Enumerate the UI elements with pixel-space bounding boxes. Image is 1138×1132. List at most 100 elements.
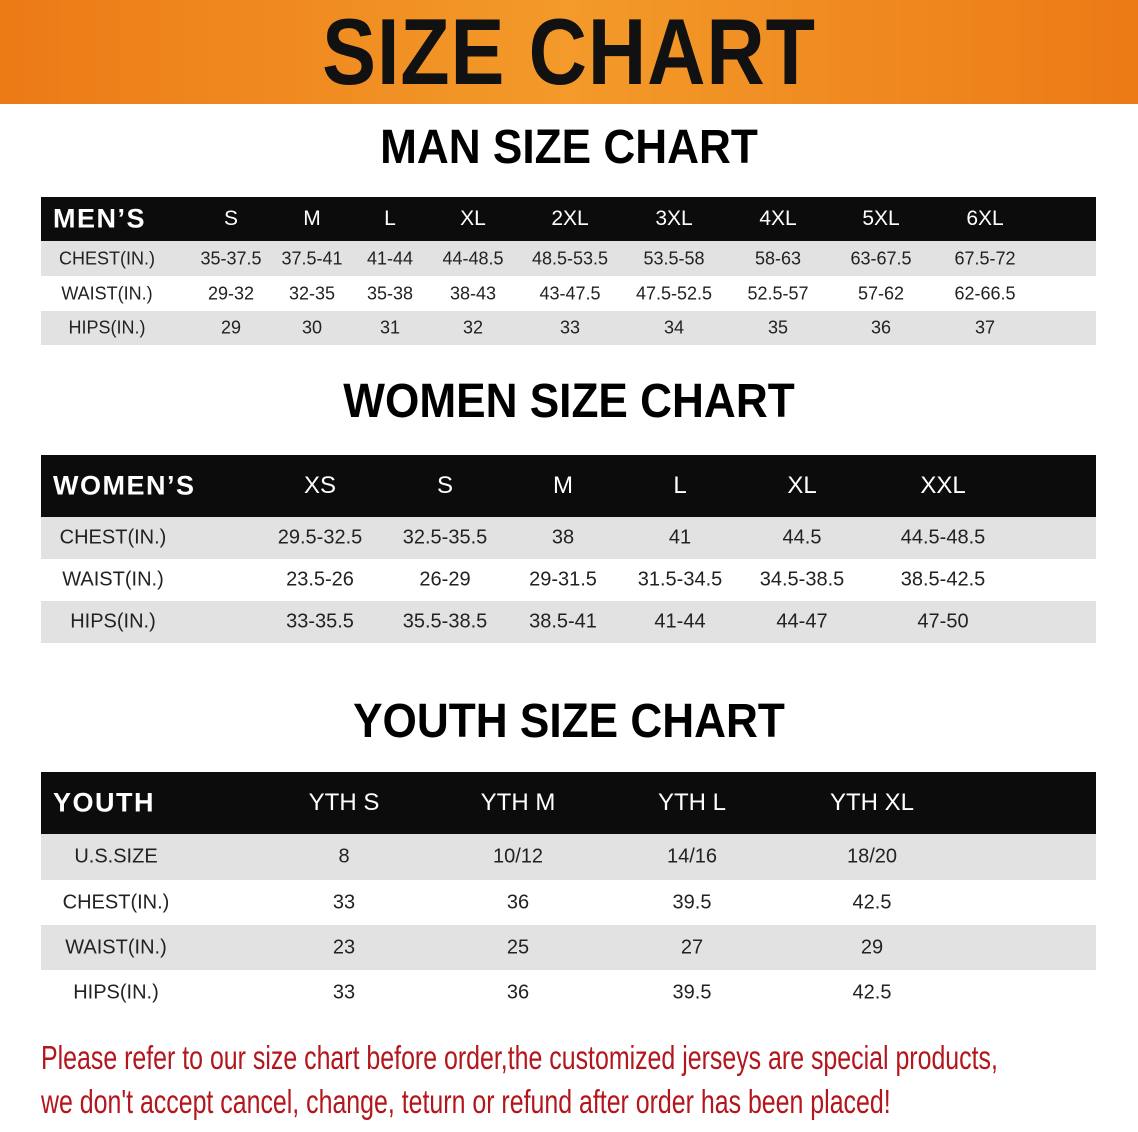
size-header: M (303, 207, 321, 230)
measurement-label: WAIST(IN.) (65, 936, 167, 958)
measurement-value: 42.5 (852, 891, 892, 913)
measurement-label: CHEST(IN.) (62, 891, 170, 913)
youth-size-table: YOUTH YTH S YTH M YTH L YTH XL U.S.SIZE 8 10/12… (41, 772, 1096, 1015)
size-header: XL (787, 472, 817, 499)
measurement-value: 41 (668, 526, 692, 549)
table-row: WAIST(IN.) 23.5-26 26-29 29-31.5 31.5-34.5 34… (41, 559, 1096, 601)
measurement-value: 36 (870, 317, 892, 338)
table-row: HIPS(IN.) 29 30 31 32 33 34 35 36 37 (41, 311, 1096, 345)
size-header: 6XL (966, 207, 1004, 230)
table-row: WAIST(IN.) 23 25 27 29 (41, 925, 1096, 970)
measurement-value: 48.5-53.5 (531, 248, 609, 268)
size-header: 4XL (759, 207, 797, 230)
measurement-value: 58-63 (754, 248, 802, 268)
measurement-value: 47-50 (917, 610, 969, 633)
youth-table-label: YOUTH (53, 787, 155, 818)
women-section-title: WOMEN SIZE CHART (343, 375, 795, 428)
measurement-value: 27 (680, 936, 704, 958)
measurement-value: 31.5-34.5 (637, 568, 723, 591)
title-banner: SIZE CHART (0, 0, 1138, 104)
measurement-value: 29-31.5 (529, 568, 597, 591)
size-header: 2XL (551, 207, 589, 230)
table-row: HIPS(IN.) 33 36 39.5 42.5 (41, 970, 1096, 1015)
measurement-value: 35.5-38.5 (402, 610, 488, 633)
measurement-value: 14/16 (666, 845, 718, 868)
size-header: XS (303, 472, 337, 499)
measurement-label: WAIST(IN.) (62, 568, 164, 591)
measurement-value: 38.5-41 (529, 610, 597, 633)
measurement-value: 30 (301, 317, 323, 338)
measurement-value: 41-44 (654, 610, 706, 633)
measurement-label: HIPS(IN.) (68, 317, 146, 338)
measurement-value: 29 (860, 936, 884, 958)
measurement-value: 38-43 (449, 283, 497, 303)
size-header: XXL (920, 472, 966, 499)
women-header-row: WOMEN’S XS S M L XL XXL (41, 455, 1096, 517)
table-row: WAIST(IN.) 29-32 32-35 35-38 38-43 43-47.5 47.… (41, 276, 1096, 311)
measurement-value: 44.5-48.5 (900, 526, 986, 549)
measurement-value: 33 (332, 981, 356, 1003)
youth-section-title: YOUTH SIZE CHART (353, 695, 785, 748)
measurement-value: 36 (506, 981, 530, 1003)
size-header: YTH L (657, 789, 727, 816)
size-header: S (436, 472, 454, 499)
women-table-label: WOMEN’S (53, 470, 196, 501)
measurement-value: 33 (332, 891, 356, 913)
measurement-value: 25 (506, 936, 530, 958)
measurement-value: 18/20 (846, 845, 898, 868)
measurement-value: 32 (462, 317, 484, 338)
measurement-value: 33 (559, 317, 581, 338)
measurement-value: 33-35.5 (286, 610, 354, 633)
measurement-value: 67.5-72 (954, 248, 1016, 268)
notice-line-2: we don't accept cancel, change, teturn o… (41, 1083, 891, 1120)
measurement-value: 29.5-32.5 (277, 526, 363, 549)
measurement-label: HIPS(IN.) (73, 981, 159, 1003)
measurement-label: CHEST(IN.) (59, 526, 167, 549)
measurement-value: 47.5-52.5 (635, 283, 713, 303)
measurement-value: 23.5-26 (286, 568, 354, 591)
measurement-value: 44-48.5 (442, 248, 504, 268)
measurement-value: 38.5-42.5 (900, 568, 986, 591)
table-row: U.S.SIZE 8 10/12 14/16 18/20 (41, 834, 1096, 880)
table-row: CHEST(IN.) 33 36 39.5 42.5 (41, 880, 1096, 925)
men-header-row: MEN’S S M L XL 2XL 3XL 4XL 5XL 6XL (41, 197, 1096, 241)
men-size-table: MEN’S S M L XL 2XL 3XL 4XL 5XL 6XL CHEST(IN.) 35-37… (41, 197, 1096, 345)
measurement-value: 31 (379, 317, 401, 338)
measurement-value: 42.5 (852, 981, 892, 1003)
measurement-label: CHEST(IN.) (59, 248, 155, 268)
measurement-value: 32.5-35.5 (402, 526, 488, 549)
women-size-table: WOMEN’S XS S M L XL XXL CHEST(IN.) 29.5-32.5 32.5… (41, 455, 1096, 643)
measurement-value: 36 (506, 891, 530, 913)
measurement-value: 39.5 (672, 891, 712, 913)
size-header: M (553, 472, 573, 499)
measurement-value: 63-67.5 (850, 248, 912, 268)
measurement-value: 32-35 (288, 283, 336, 303)
measurement-value: 39.5 (672, 981, 712, 1003)
measurement-value: 35-38 (366, 283, 414, 303)
measurement-value: 57-62 (857, 283, 905, 303)
measurement-value: 37.5-41 (281, 248, 343, 268)
size-header: L (673, 472, 687, 499)
size-header: L (384, 207, 396, 230)
size-header: YTH S (308, 789, 380, 816)
measurement-value: 34 (663, 317, 685, 338)
measurement-value: 41-44 (366, 248, 414, 268)
measurement-value: 29-32 (207, 283, 255, 303)
measurement-value: 37 (974, 317, 996, 338)
table-row: CHEST(IN.) 35-37.5 37.5-41 41-44 44-48.5 48.5… (41, 241, 1096, 276)
measurement-value: 43-47.5 (539, 283, 601, 303)
page-title: SIZE CHART (322, 0, 816, 104)
notice-line-1: Please refer to our size chart before or… (41, 1039, 998, 1076)
youth-header-row: YOUTH YTH S YTH M YTH L YTH XL (41, 772, 1096, 834)
measurement-value: 62-66.5 (954, 283, 1016, 303)
measurement-value: 26-29 (419, 568, 471, 591)
size-header: 5XL (862, 207, 900, 230)
measurement-label: WAIST(IN.) (61, 283, 153, 303)
measurement-label: HIPS(IN.) (70, 610, 156, 633)
table-row: HIPS(IN.) 33-35.5 35.5-38.5 38.5-41 41-44 44-… (41, 601, 1096, 643)
table-row: CHEST(IN.) 29.5-32.5 32.5-35.5 38 41 44.5 44.5… (41, 517, 1096, 559)
size-header: YTH M (480, 789, 556, 816)
measurement-value: 10/12 (492, 845, 544, 868)
size-header: 3XL (655, 207, 693, 230)
measurement-value: 29 (220, 317, 242, 338)
